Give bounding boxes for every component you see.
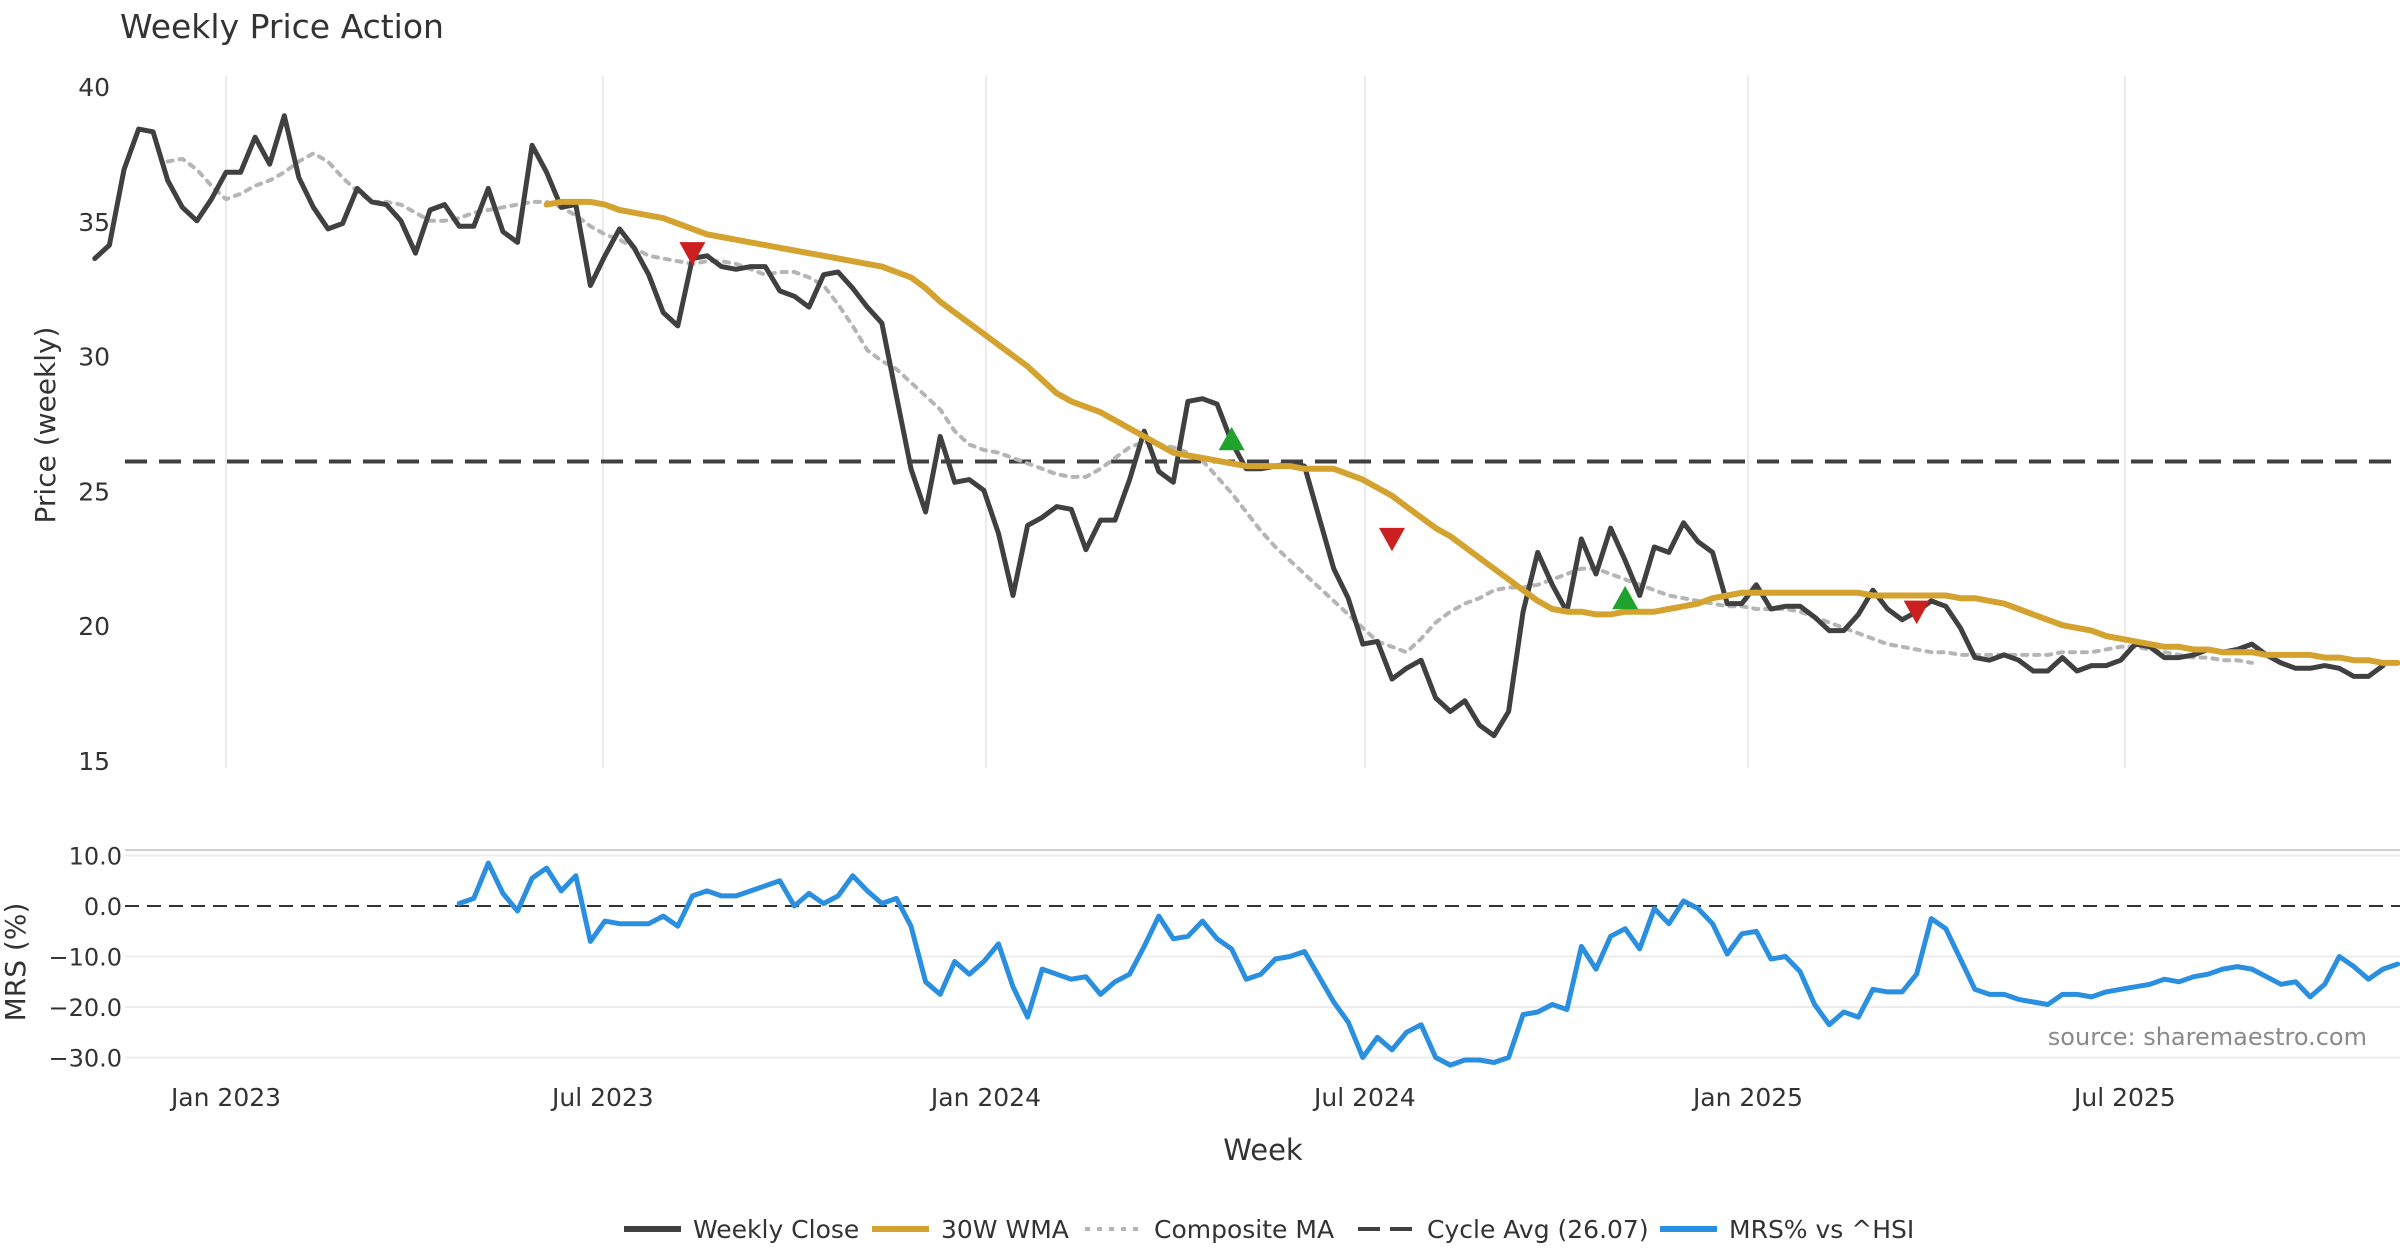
price-y-tick-label: 15 — [78, 747, 110, 776]
signal-marker-down — [1903, 600, 1930, 625]
mrs-y-tick-label: −20.0 — [48, 994, 122, 1022]
x-axis-ticks: Jan 2023 Jul 2023 Jan 2024 Jul 2024 Jan 2025… — [169, 1083, 2176, 1112]
mrs-series — [456, 860, 2400, 1068]
price-series — [92, 113, 2400, 739]
x-tick-label: Jul 2024 — [1312, 1083, 1416, 1112]
x-tick-label: Jul 2023 — [550, 1083, 654, 1112]
mrs-y-tick-label: −10.0 — [48, 944, 122, 972]
mrs-y-tick-label: −30.0 — [48, 1045, 122, 1073]
price-y-tick-label: 20 — [78, 612, 110, 641]
series-mrs-vs-hsi — [456, 860, 2400, 1068]
signal-marker-up — [1612, 585, 1639, 610]
legend-label: Composite MA — [1154, 1215, 1334, 1244]
x-axis-label: Week — [1223, 1133, 1303, 1167]
source-watermark: source: sharemaestro.com — [2048, 1023, 2367, 1051]
mrs-y-tick-label: 10.0 — [69, 843, 122, 871]
signal-marker-down — [1378, 527, 1405, 552]
price-panel-grid — [225, 76, 2126, 768]
series-30w-wma — [543, 198, 2400, 666]
legend-label: Weekly Close — [693, 1215, 859, 1244]
x-tick-label: Jan 2024 — [929, 1083, 1041, 1112]
price-y-tick-label: 25 — [78, 477, 110, 506]
signal-markers — [679, 242, 1930, 625]
price-y-tick-label: 40 — [78, 73, 110, 102]
signal-marker-up — [1218, 426, 1245, 451]
legend-label: MRS% vs ^HSI — [1729, 1215, 1914, 1244]
legend-label: 30W WMA — [941, 1215, 1069, 1244]
chart-title: Weekly Price Action — [120, 7, 444, 46]
legend: Weekly Close 30W WMA Composite MA Cycle Avg… — [624, 1215, 1914, 1244]
signal-marker-down — [679, 242, 706, 266]
legend-label: Cycle Avg (26.07) — [1427, 1215, 1649, 1244]
price-y-axis-label: Price (weekly) — [29, 327, 62, 524]
price-y-ticks: 15 20 25 30 35 40 — [78, 73, 110, 776]
mrs-y-tick-label: 0.0 — [84, 893, 122, 921]
price-y-tick-label: 30 — [78, 343, 110, 372]
mrs-y-ticks: 10.0 0.0 −10.0 −20.0 −30.0 — [48, 843, 122, 1073]
series-weekly-close — [92, 113, 2386, 739]
series-composite-ma — [165, 151, 2254, 665]
mrs-panel-grid — [125, 849, 2400, 1059]
x-tick-label: Jan 2023 — [169, 1083, 281, 1112]
mrs-y-axis-label: MRS (%) — [0, 903, 32, 1022]
x-tick-label: Jul 2025 — [2072, 1083, 2176, 1112]
price-y-tick-label: 35 — [78, 208, 110, 237]
x-tick-label: Jan 2025 — [1691, 1083, 1803, 1112]
